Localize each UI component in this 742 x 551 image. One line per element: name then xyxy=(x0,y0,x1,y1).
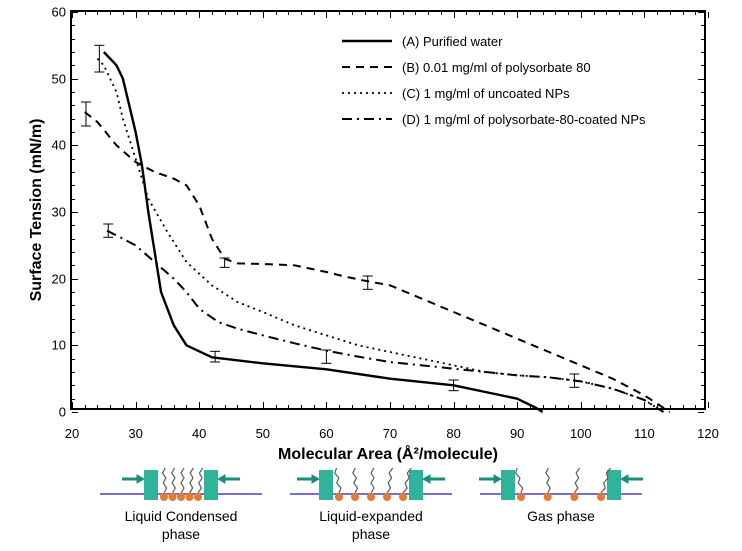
phase-diagram-condensed: Liquid Condensedphase xyxy=(96,456,266,543)
x-tick-label: 30 xyxy=(128,408,142,441)
phase-diagram-expanded: Liquid-expandedphase xyxy=(286,456,456,543)
y-tick-label: 60 xyxy=(52,5,72,20)
legend-item-C: (C) 1 mg/ml of uncoated NPs xyxy=(340,80,645,106)
legend-item-D: (D) 1 mg/ml of polysorbate-80-coated NPs xyxy=(340,106,645,132)
x-tick-label: 40 xyxy=(192,408,206,441)
x-tick-label: 90 xyxy=(510,408,524,441)
x-tick-label: 80 xyxy=(446,408,460,441)
x-tick-label: 120 xyxy=(697,408,719,441)
legend-item-A: (A) Purified water xyxy=(340,28,645,54)
x-tick-label: 100 xyxy=(570,408,592,441)
y-tick-label: 20 xyxy=(52,271,72,286)
legend: (A) Purified water (B) 0.01 mg/ml of poly… xyxy=(340,28,645,132)
error-bar xyxy=(321,350,331,363)
error-bar xyxy=(363,276,373,289)
x-tick-label: 70 xyxy=(383,408,397,441)
phase-condensed-svg xyxy=(96,456,266,504)
x-tick-label: 110 xyxy=(634,408,655,441)
phase-label: Liquid Condensedphase xyxy=(125,508,238,543)
legend-label: (B) 0.01 mg/ml of polysorbate 80 xyxy=(402,60,591,75)
y-tick-label: 50 xyxy=(52,71,72,86)
x-tick-label: 20 xyxy=(65,408,79,441)
x-tick-label: 60 xyxy=(319,408,333,441)
series-D xyxy=(107,231,664,412)
legend-label: (A) Purified water xyxy=(402,34,502,49)
error-bar xyxy=(103,224,113,237)
series-B xyxy=(85,112,670,412)
y-tick-label: 30 xyxy=(52,205,72,220)
phase-label: Liquid-expandedphase xyxy=(319,508,423,543)
error-bar xyxy=(94,45,104,72)
error-bar xyxy=(81,102,91,126)
legend-label: (D) 1 mg/ml of polysorbate-80-coated NPs xyxy=(402,112,645,127)
phase-diagram-gas: Gas phase xyxy=(476,456,646,526)
phase-label: Gas phase xyxy=(527,508,595,526)
y-tick-label: 40 xyxy=(52,138,72,153)
phase-diagram-row: Liquid Condensedphase Liquid-expandedphas… xyxy=(86,456,656,550)
y-tick-label: 10 xyxy=(52,338,72,353)
phase-expanded-svg xyxy=(286,456,456,504)
y-axis-label: Surface Tension (mN/m) xyxy=(28,119,46,302)
phase-gas-svg xyxy=(476,456,646,504)
x-tick-label: 50 xyxy=(256,408,270,441)
legend-item-B: (B) 0.01 mg/ml of polysorbate 80 xyxy=(340,54,645,80)
legend-label: (C) 1 mg/ml of uncoated NPs xyxy=(402,86,570,101)
